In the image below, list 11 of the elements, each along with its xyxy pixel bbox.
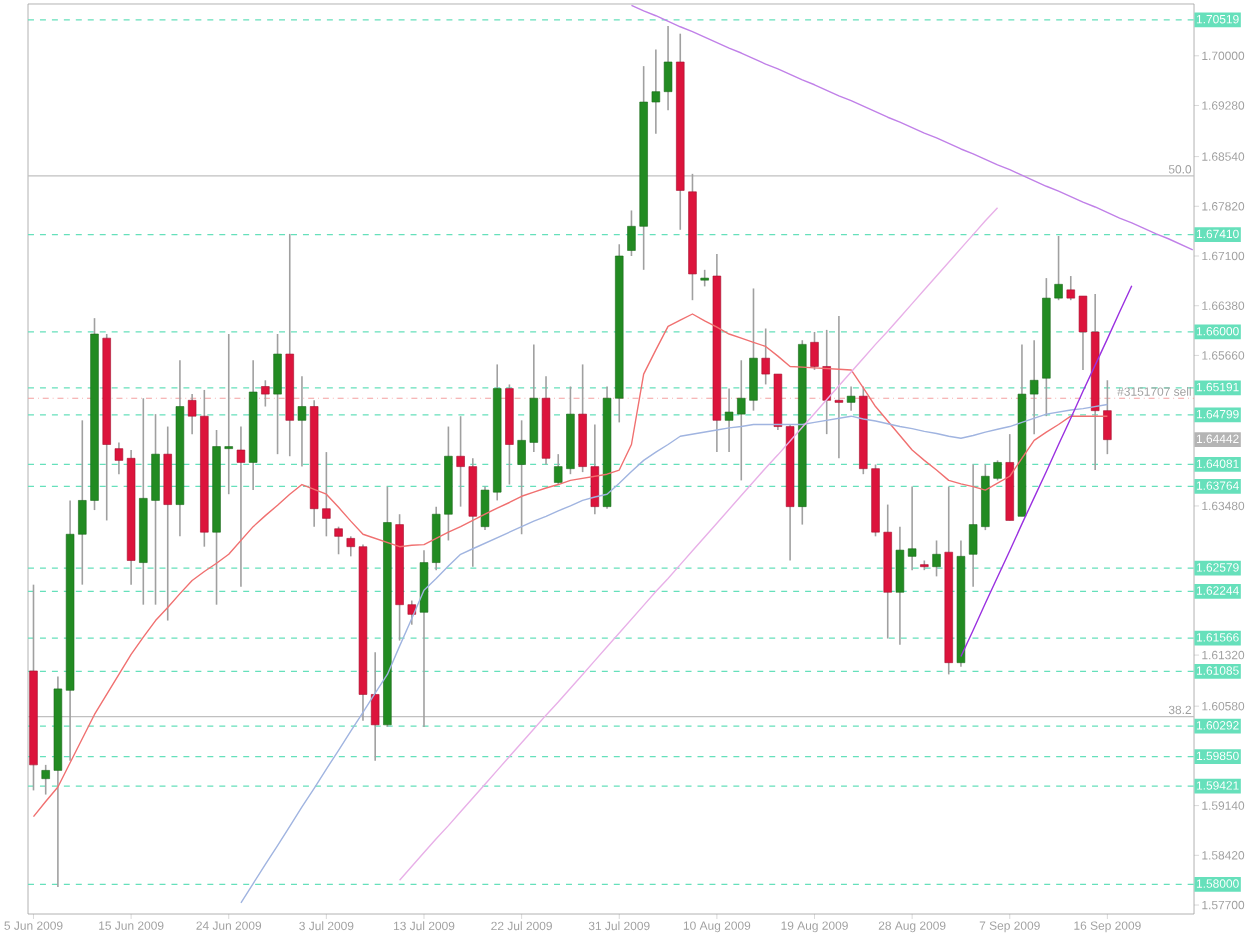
candlestick	[236, 425, 246, 588]
candlestick	[297, 375, 307, 468]
candlestick	[334, 525, 343, 556]
candlestick	[663, 25, 673, 112]
candlestick	[932, 539, 941, 578]
candlestick	[261, 379, 270, 408]
candlestick	[846, 385, 856, 412]
candlestick	[895, 525, 905, 646]
candlestick	[907, 485, 917, 571]
candlestick	[114, 441, 124, 475]
candlestick	[273, 333, 282, 455]
